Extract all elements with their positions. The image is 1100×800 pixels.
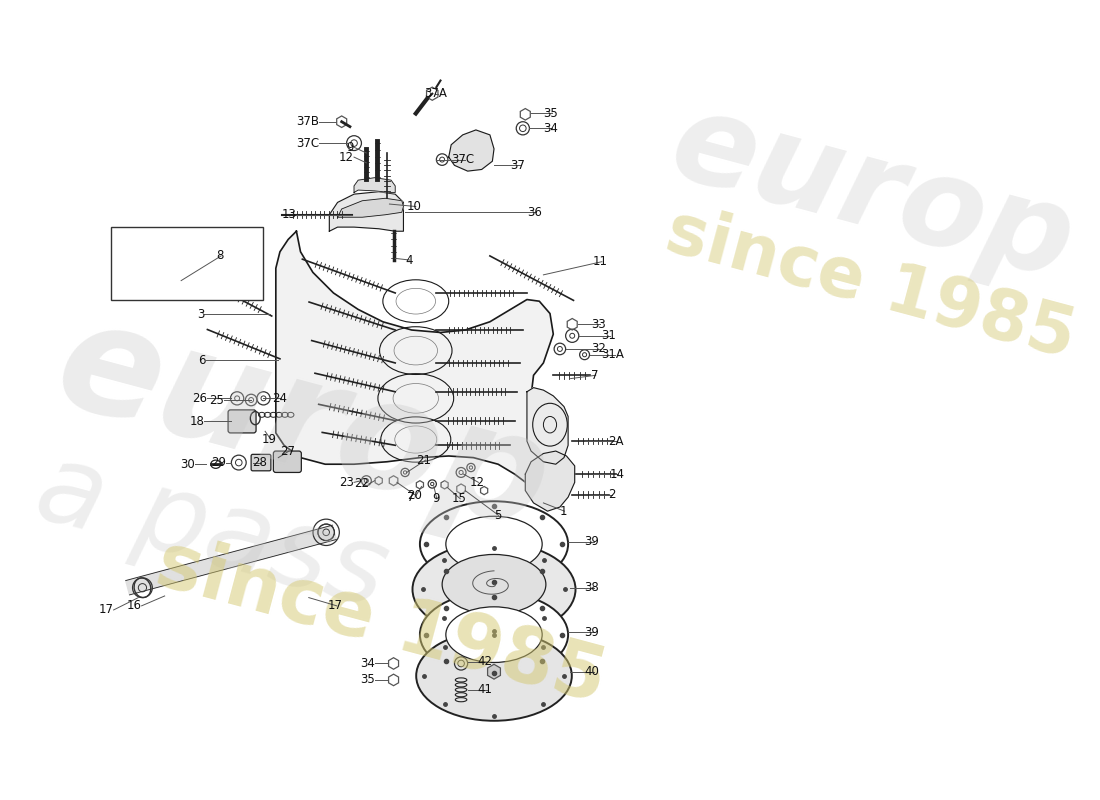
Text: 22: 22 bbox=[354, 478, 368, 490]
Text: 38: 38 bbox=[584, 582, 600, 594]
FancyBboxPatch shape bbox=[251, 454, 271, 471]
Text: 13: 13 bbox=[282, 208, 296, 222]
Text: 17: 17 bbox=[328, 599, 343, 612]
Ellipse shape bbox=[446, 607, 542, 662]
Text: 37: 37 bbox=[510, 159, 526, 172]
Text: 37C: 37C bbox=[451, 153, 474, 166]
Text: since 1985: since 1985 bbox=[148, 526, 614, 718]
Ellipse shape bbox=[420, 592, 568, 678]
Text: 27: 27 bbox=[279, 445, 295, 458]
Text: 25: 25 bbox=[209, 394, 224, 406]
Text: 9: 9 bbox=[432, 492, 440, 506]
Text: 10: 10 bbox=[407, 200, 421, 213]
Text: 24: 24 bbox=[272, 392, 287, 405]
Text: 20: 20 bbox=[407, 489, 421, 502]
Ellipse shape bbox=[446, 516, 542, 572]
Text: 1: 1 bbox=[560, 505, 568, 518]
Text: europ: europ bbox=[659, 82, 1087, 306]
Text: 32: 32 bbox=[591, 342, 606, 355]
Text: 2A: 2A bbox=[607, 434, 623, 448]
Text: 35: 35 bbox=[543, 107, 558, 120]
Text: 12: 12 bbox=[339, 150, 354, 164]
Text: 34: 34 bbox=[360, 657, 375, 670]
Text: 39: 39 bbox=[584, 626, 600, 638]
Text: 6: 6 bbox=[198, 354, 206, 367]
Text: 31A: 31A bbox=[601, 348, 624, 362]
Text: 14: 14 bbox=[609, 468, 625, 481]
Text: 9: 9 bbox=[346, 141, 354, 154]
Ellipse shape bbox=[420, 502, 568, 587]
Polygon shape bbox=[338, 198, 404, 218]
Text: 34: 34 bbox=[543, 122, 559, 134]
Text: 16: 16 bbox=[126, 599, 142, 612]
Text: 11: 11 bbox=[593, 255, 608, 268]
Text: 35: 35 bbox=[360, 674, 375, 686]
Text: 33: 33 bbox=[591, 318, 606, 330]
Polygon shape bbox=[526, 451, 574, 511]
Text: 29: 29 bbox=[211, 456, 227, 469]
Text: 28: 28 bbox=[252, 456, 267, 469]
Text: 7: 7 bbox=[591, 369, 598, 382]
Text: 15: 15 bbox=[451, 492, 466, 506]
Text: 3: 3 bbox=[197, 308, 205, 321]
Text: 37C: 37C bbox=[296, 137, 319, 150]
Text: europ: europ bbox=[41, 288, 564, 562]
Polygon shape bbox=[354, 178, 395, 193]
Text: 8: 8 bbox=[217, 250, 224, 262]
Text: 39: 39 bbox=[584, 535, 600, 548]
Text: since 1985: since 1985 bbox=[659, 198, 1082, 371]
Ellipse shape bbox=[442, 554, 546, 614]
Text: 37B: 37B bbox=[297, 115, 319, 128]
Text: a pass: a pass bbox=[24, 434, 398, 630]
Text: 23: 23 bbox=[339, 476, 354, 489]
Bar bbox=[111, 227, 264, 299]
Text: 30: 30 bbox=[180, 458, 195, 470]
Polygon shape bbox=[125, 525, 337, 595]
FancyBboxPatch shape bbox=[228, 410, 256, 433]
Text: 12: 12 bbox=[470, 476, 484, 489]
Ellipse shape bbox=[412, 542, 575, 637]
Polygon shape bbox=[527, 388, 568, 464]
Text: 31: 31 bbox=[601, 330, 616, 342]
Text: 19: 19 bbox=[262, 433, 277, 446]
Text: 5: 5 bbox=[494, 509, 502, 522]
Text: 2: 2 bbox=[607, 488, 615, 501]
Text: 26: 26 bbox=[192, 392, 208, 405]
Polygon shape bbox=[487, 664, 500, 679]
Text: 4: 4 bbox=[405, 254, 412, 266]
Polygon shape bbox=[449, 130, 494, 171]
Text: 18: 18 bbox=[189, 415, 205, 428]
Text: 37A: 37A bbox=[424, 87, 447, 100]
Text: 17: 17 bbox=[99, 603, 113, 617]
Text: 42: 42 bbox=[477, 655, 493, 668]
Text: 7: 7 bbox=[407, 490, 415, 504]
Ellipse shape bbox=[416, 631, 572, 721]
Text: 36: 36 bbox=[527, 206, 542, 218]
Polygon shape bbox=[329, 192, 404, 231]
Text: 41: 41 bbox=[477, 683, 493, 696]
Polygon shape bbox=[276, 231, 553, 499]
Text: 40: 40 bbox=[584, 666, 600, 678]
Text: 21: 21 bbox=[417, 454, 431, 466]
FancyBboxPatch shape bbox=[274, 451, 301, 473]
